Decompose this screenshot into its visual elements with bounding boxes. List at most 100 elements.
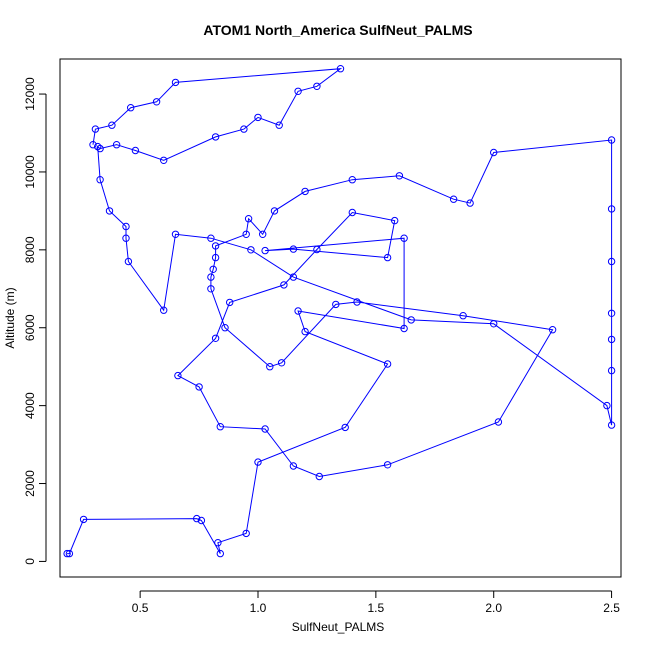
data-point [289, 273, 298, 281]
data-point [548, 326, 557, 334]
data-point [94, 142, 102, 151]
y-tick-label: 0 [23, 558, 37, 565]
data-point [247, 246, 255, 254]
data-point [280, 281, 288, 289]
data-point [289, 462, 298, 470]
data-point [266, 363, 274, 371]
data-point [313, 82, 321, 91]
data-point [209, 265, 217, 273]
data-point [301, 187, 309, 196]
data-point [607, 205, 616, 213]
data-point [131, 146, 140, 155]
data-point [105, 207, 114, 215]
data-point [341, 423, 349, 432]
data-point [353, 298, 361, 306]
data-point [607, 257, 616, 266]
data-point [108, 121, 116, 129]
data-point [261, 425, 269, 433]
data-point [383, 253, 392, 262]
data-point [221, 324, 229, 332]
data-point [211, 253, 220, 262]
data-point [315, 472, 323, 481]
data-point [490, 148, 498, 157]
chart-title: ATOM1 North_America SulfNeut_PALMS [203, 22, 472, 38]
x-axis-label: SulfNeut_PALMS [292, 620, 385, 634]
y-tick-label: 2000 [23, 470, 37, 497]
data-point [214, 539, 222, 547]
data-point [211, 334, 220, 342]
data-point [332, 300, 340, 309]
data-point [226, 298, 234, 307]
data-point [607, 309, 616, 317]
y-axis: 0 2000 4000 6000 8000 10000 12000 [23, 77, 47, 565]
x-tick-label: 1.5 [368, 601, 385, 615]
data-point [127, 104, 135, 112]
data-point [254, 458, 262, 466]
y-axis-label: Altitude (m) [3, 287, 17, 348]
data-point [261, 246, 269, 255]
x-tick-label: 2.5 [603, 601, 620, 615]
data-point [348, 208, 356, 217]
data-point [275, 121, 283, 129]
data-point [197, 516, 206, 525]
data-point [63, 549, 71, 558]
y-tick-label: 8000 [23, 236, 37, 263]
data-point [193, 514, 201, 523]
data-point [607, 421, 616, 429]
data-point [494, 418, 503, 426]
data-point [207, 285, 215, 293]
data-point [65, 549, 74, 558]
data-point [277, 359, 286, 367]
data-point [171, 78, 180, 87]
data-point [607, 136, 616, 144]
data-point [207, 234, 215, 242]
x-axis: 0.5 1.0 1.5 2.0 2.5 [132, 590, 620, 615]
data-point [160, 156, 168, 165]
data-point [336, 65, 345, 73]
data-point [152, 98, 161, 106]
data-point [96, 144, 104, 153]
data-point [124, 257, 133, 266]
data-point [244, 215, 253, 223]
data-point [216, 549, 225, 558]
data-point [391, 216, 399, 225]
data-point [395, 172, 404, 180]
data-point [96, 176, 104, 184]
data-point [603, 401, 611, 410]
data-point [216, 423, 225, 431]
y-tick-label: 4000 [23, 392, 37, 419]
data-point [89, 141, 97, 149]
data-point [242, 230, 250, 239]
data-point [301, 327, 309, 336]
x-tick-label: 1.0 [250, 601, 267, 615]
data-point [607, 366, 616, 375]
data-point [160, 306, 168, 314]
y-tick-label: 12000 [23, 77, 37, 111]
data-point [289, 245, 298, 253]
data-point [91, 125, 100, 133]
data-point [383, 461, 392, 469]
data-point [254, 113, 262, 122]
data-point [112, 141, 121, 149]
data-point [174, 371, 182, 380]
data-point [294, 307, 302, 315]
data-point [207, 273, 215, 281]
data-point [259, 230, 267, 239]
data-point [211, 133, 220, 141]
data-point [383, 360, 392, 368]
y-tick-label: 6000 [23, 314, 37, 341]
data-point [122, 234, 130, 242]
data-point [294, 87, 302, 96]
series-layer [63, 65, 616, 558]
data-point [466, 199, 474, 207]
data-point [407, 316, 415, 324]
data-point [240, 125, 248, 133]
data-point [490, 320, 498, 328]
series-line [67, 68, 613, 555]
data-point [313, 245, 321, 254]
data-point [171, 230, 180, 239]
data-point [242, 529, 250, 538]
x-tick-label: 0.5 [132, 601, 149, 615]
